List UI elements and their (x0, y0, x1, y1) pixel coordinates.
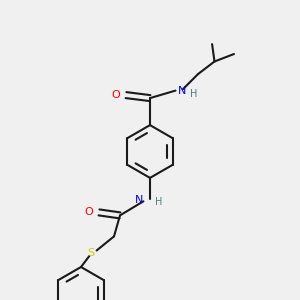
Text: H: H (154, 197, 162, 207)
Text: O: O (111, 90, 120, 100)
Text: N: N (178, 85, 186, 96)
Text: S: S (87, 248, 94, 258)
Text: H: H (190, 88, 197, 99)
Text: N: N (135, 195, 144, 206)
Text: O: O (85, 207, 94, 218)
